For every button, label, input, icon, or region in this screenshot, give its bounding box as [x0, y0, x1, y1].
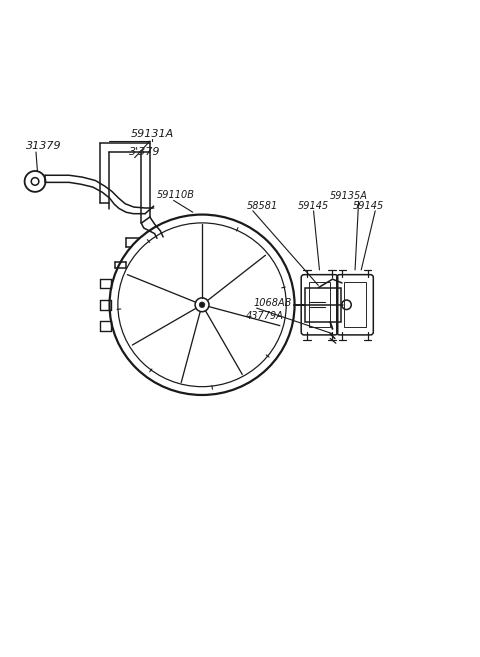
- Bar: [309, 283, 330, 327]
- Text: 59131A: 59131A: [131, 129, 174, 139]
- Text: 59145: 59145: [298, 201, 329, 211]
- Text: 43779A: 43779A: [246, 311, 284, 321]
- Text: 59110B: 59110B: [157, 191, 195, 200]
- Bar: [344, 283, 366, 327]
- Text: 58581: 58581: [247, 201, 278, 211]
- Text: 31379: 31379: [25, 141, 61, 150]
- Bar: [305, 288, 341, 322]
- Text: 59135A: 59135A: [330, 191, 368, 201]
- Text: 1068AB: 1068AB: [253, 298, 292, 308]
- Text: 59145: 59145: [352, 201, 384, 211]
- Text: 3'379: 3'379: [129, 147, 160, 157]
- Circle shape: [199, 302, 205, 307]
